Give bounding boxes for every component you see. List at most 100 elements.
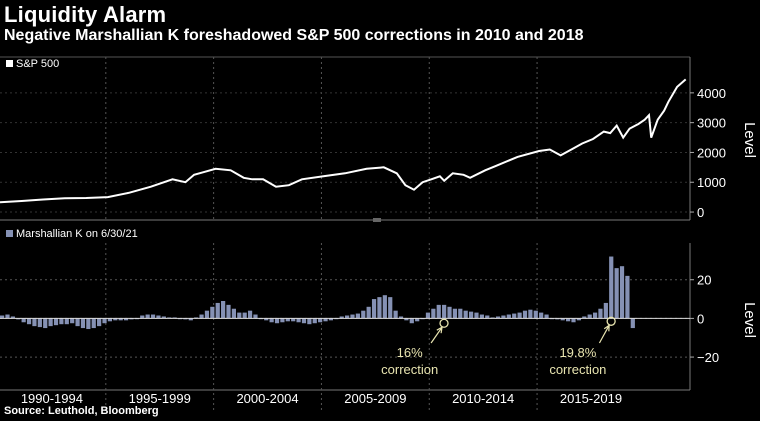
bar: [280, 318, 285, 323]
bar: [301, 318, 307, 324]
bar: [210, 306, 215, 319]
bar: [242, 312, 247, 319]
correction-annotations: 16% correction 19.8% correction: [381, 316, 616, 377]
x-tick-label: 2000-2004: [236, 391, 298, 406]
bar: [118, 318, 123, 321]
bar: [576, 318, 582, 321]
bar: [582, 316, 587, 319]
bar: [355, 313, 360, 319]
legend-sp500-label: S&P 500: [16, 58, 59, 70]
bar: [307, 318, 312, 325]
y-tick-label: 0: [697, 205, 704, 220]
bar: [345, 315, 350, 319]
bar: [350, 314, 355, 319]
bar: [123, 318, 129, 321]
bar: [43, 318, 48, 329]
bar: [264, 318, 269, 321]
bar: [188, 318, 193, 321]
bar: [425, 312, 431, 319]
chart-subtitle: Negative Marshallian K foreshadowed S&P …: [4, 27, 584, 44]
legend-sp500: S&P 500: [6, 58, 59, 70]
x-tick-label: 2005-2009: [344, 391, 406, 406]
bar: [495, 316, 501, 319]
legend-marshallian-k: Marshallian K on 6/30/21: [6, 228, 138, 240]
bar: [32, 318, 37, 327]
y-tick-label: 0: [697, 311, 704, 326]
bar: [539, 312, 544, 319]
annotation-label: correction: [549, 362, 606, 377]
bar: [296, 318, 301, 323]
bar: [215, 302, 220, 319]
bar: [560, 318, 565, 321]
bar: [199, 314, 204, 319]
bar: [107, 318, 113, 322]
x-tick-label: 2010-2014: [452, 391, 514, 406]
bottom-y-axis: −20 0 20: [690, 273, 719, 365]
x-tick-label: 1995-1999: [129, 391, 191, 406]
bar: [522, 310, 528, 319]
bar: [97, 318, 102, 327]
bar: [506, 314, 511, 319]
bar: [237, 312, 242, 319]
bar: [517, 312, 522, 319]
bar: [221, 301, 226, 319]
chart-title: Liquidity Alarm: [4, 2, 167, 27]
bar: [37, 318, 42, 328]
bar: [409, 318, 414, 324]
bar: [102, 318, 107, 324]
annotation-arrow: [430, 326, 443, 344]
y-tick-label: 20: [697, 273, 711, 288]
marshallian-k-bars: [0, 256, 690, 330]
legend-sp500-swatch: [6, 60, 13, 67]
bar: [75, 318, 80, 327]
bar: [474, 312, 479, 319]
bar: [274, 318, 280, 324]
bottom-y-axis-title: Level: [741, 302, 758, 338]
bar: [603, 302, 608, 319]
x-tick-label: 1990-1994: [21, 391, 83, 406]
bar: [10, 316, 15, 319]
bar: [479, 314, 484, 319]
bar: [533, 310, 538, 319]
bar: [48, 318, 53, 327]
bar: [339, 316, 344, 319]
bar: [328, 318, 334, 321]
bar: [382, 295, 387, 319]
bar: [312, 318, 317, 324]
bar: [544, 314, 549, 319]
annotation-arrowhead: [436, 326, 443, 334]
bar: [452, 308, 458, 319]
bar: [64, 318, 69, 325]
bar: [485, 315, 490, 319]
annotation-percent: 19.8%: [559, 345, 596, 360]
legend-marshallian-k-swatch: [6, 230, 13, 237]
bar: [625, 275, 630, 319]
bar: [145, 314, 150, 319]
bar: [86, 318, 91, 330]
divider-handle[interactable]: [373, 218, 381, 222]
bar: [442, 304, 447, 319]
bar: [291, 318, 296, 322]
bar: [21, 318, 26, 323]
bar: [393, 310, 398, 319]
bar: [247, 310, 253, 319]
bar: [630, 318, 635, 329]
bar: [587, 314, 592, 319]
annotation-circle: [439, 318, 449, 328]
bar: [463, 310, 468, 319]
bar: [619, 266, 625, 319]
bar: [468, 311, 474, 319]
annotation-arrowhead: [603, 324, 610, 332]
bar: [528, 309, 533, 319]
legend-marshallian-k-label: Marshallian K on 6/30/21: [16, 228, 138, 240]
bar: [91, 318, 96, 329]
bar: [253, 314, 258, 319]
bar: [204, 310, 210, 319]
bar: [404, 318, 409, 321]
annotation-circle: [606, 316, 616, 326]
y-tick-label: 1000: [697, 175, 726, 190]
bar: [80, 318, 86, 329]
annotation-label: correction: [381, 362, 438, 377]
bar: [161, 316, 166, 319]
bar: [150, 314, 156, 319]
